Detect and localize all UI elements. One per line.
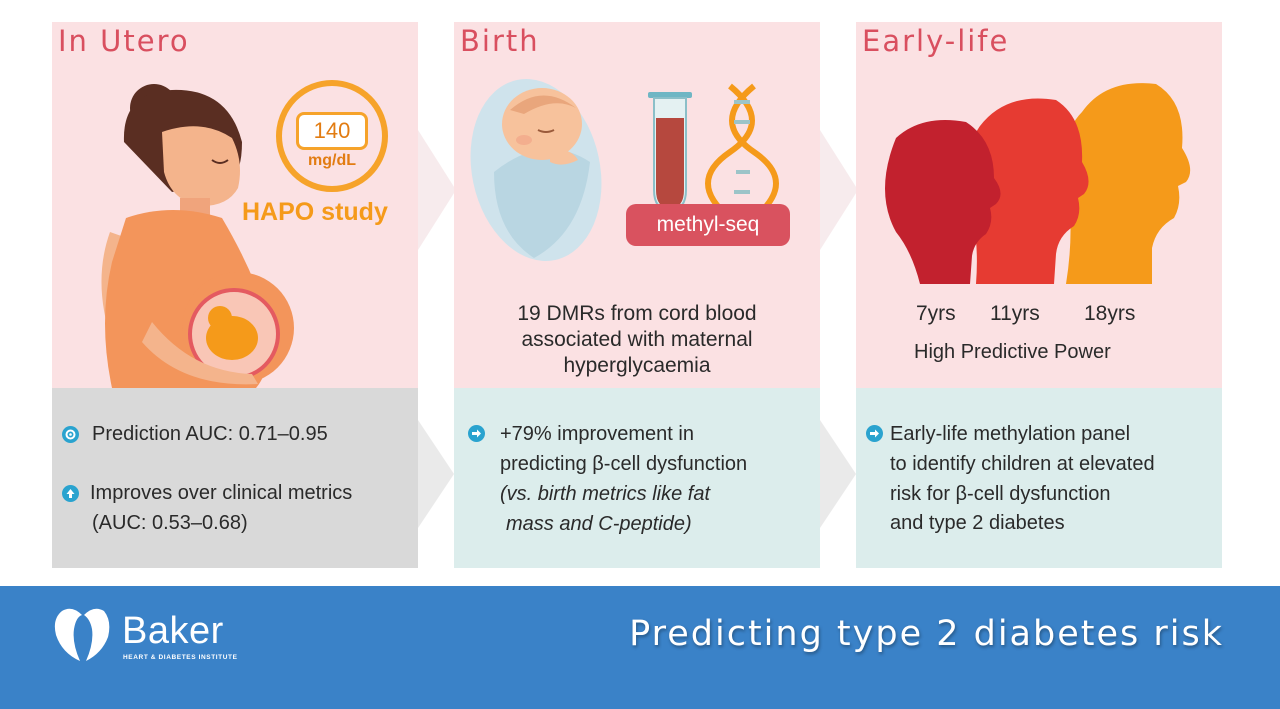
panel-in-utero-bottom bbox=[52, 388, 418, 568]
footer-bar bbox=[0, 586, 1280, 709]
panel-early-life-bottom bbox=[856, 388, 1222, 568]
age-label-7: 7yrs bbox=[916, 302, 956, 325]
panel-title: Birth bbox=[460, 24, 540, 58]
blood-tube-icon bbox=[648, 92, 692, 212]
logo-subtitle: HEART & DIABETES INSTITUTE bbox=[123, 654, 238, 661]
clinical-metrics-text: Improves over clinical metrics bbox=[90, 482, 353, 504]
panel-title: Early-life bbox=[862, 24, 1010, 58]
dmr-description-line2: associated with maternal bbox=[521, 328, 753, 351]
newborn-baby-illustration bbox=[470, 79, 602, 261]
arrow-up-icon bbox=[62, 485, 79, 502]
glucose-value: 140 bbox=[296, 112, 368, 150]
logo-name: Baker bbox=[122, 610, 224, 652]
arrow-right-icon bbox=[468, 425, 485, 442]
baker-heart-logo-icon bbox=[54, 608, 110, 661]
growing-child-silhouettes-illustration bbox=[885, 83, 1191, 284]
dmr-description-line3: hyperglycaemia bbox=[563, 354, 711, 377]
panel-in-utero: In Utero 140 mg/dL HAPO study Prediction… bbox=[52, 22, 418, 568]
predictive-power-label: High Predictive Power bbox=[914, 341, 1111, 363]
improvement-text-line1: +79% improvement in bbox=[500, 423, 694, 445]
hapo-study-label: HAPO study bbox=[242, 198, 388, 226]
age-label-18: 18yrs bbox=[1084, 302, 1136, 325]
dna-helix-icon bbox=[705, 83, 779, 221]
improvement-text-line2: predicting β-cell dysfunction bbox=[500, 453, 748, 475]
clinical-auc-text: (AUC: 0.53–0.68) bbox=[92, 512, 248, 534]
improvement-note-line1: (vs. birth metrics like fat bbox=[500, 483, 711, 505]
age-label-11: 11yrs bbox=[990, 302, 1040, 325]
panel-birth: Birth methyl-seq 19 DMRs from cord blood… bbox=[454, 22, 820, 568]
arrow-right-icon bbox=[866, 425, 883, 442]
panel-birth-bottom bbox=[454, 388, 820, 568]
flow-arrow-low-2 bbox=[820, 420, 856, 528]
panel-early-life: Early-life 7yrs 11yrs 18yrs High Predict… bbox=[856, 22, 1222, 568]
panel-title: In Utero bbox=[58, 24, 190, 58]
panel-text-line4: and type 2 diabetes bbox=[890, 512, 1065, 534]
target-icon bbox=[62, 426, 79, 443]
pregnant-woman-illustration bbox=[101, 84, 294, 388]
flow-arrow-2 bbox=[820, 130, 858, 250]
flow-arrow-low-1 bbox=[418, 420, 454, 528]
glucose-unit: mg/dL bbox=[308, 152, 356, 169]
flow-arrow-1 bbox=[418, 130, 456, 250]
panel-text-line3: risk for β-cell dysfunction bbox=[890, 483, 1111, 505]
panel-text-line2: to identify children at elevated bbox=[890, 453, 1155, 475]
dmr-description-line1: 19 DMRs from cord blood bbox=[517, 302, 757, 325]
methyl-seq-badge: methyl-seq bbox=[626, 204, 790, 246]
panel-text-line1: Early-life methylation panel bbox=[890, 423, 1131, 445]
prediction-auc-text: Prediction AUC: 0.71–0.95 bbox=[92, 423, 328, 445]
improvement-note-line2: mass and C-peptide) bbox=[506, 513, 692, 535]
footer-title: Predicting type 2 diabetes risk bbox=[629, 614, 1224, 654]
